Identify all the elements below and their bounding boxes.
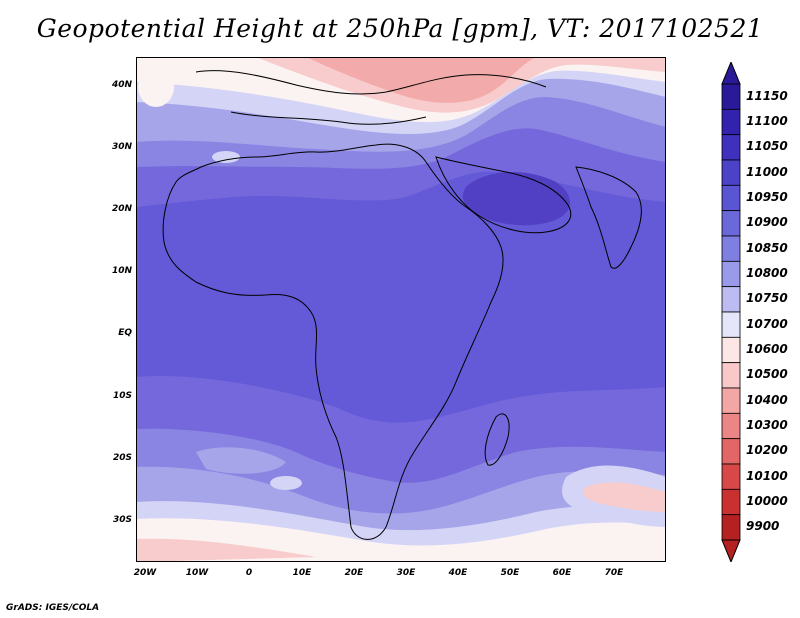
colorbar-swatch xyxy=(721,336,741,364)
lon-label-20w: 20W xyxy=(133,568,157,578)
colorbar-swatch xyxy=(721,286,741,313)
colorbar-level-label: 10600 xyxy=(746,342,788,356)
lon-label-10w: 10W xyxy=(185,568,209,578)
colorbar-swatch xyxy=(721,83,741,110)
lat-label-20n: 20N xyxy=(111,204,132,214)
lat-label-30n: 30N xyxy=(111,142,132,152)
coast-europe xyxy=(195,70,547,95)
map-border xyxy=(136,57,666,562)
lat-label-20s: 20S xyxy=(112,453,132,463)
colorbar-level-label: 11150 xyxy=(746,88,788,103)
field-north-10500 xyxy=(306,57,536,103)
lon-label-30e: 30E xyxy=(396,568,416,578)
colorbar-swatch xyxy=(721,362,741,389)
field-west-pink xyxy=(138,67,174,107)
lat-label-40n: 40N xyxy=(111,80,132,90)
colorbar-swatch xyxy=(721,108,741,136)
colorbar-level-label: 10900 xyxy=(746,215,788,230)
lon-label-50e: 50E xyxy=(500,568,520,578)
colorbar-swatch xyxy=(721,159,741,186)
colorbar-swatch xyxy=(721,235,741,262)
colorbar-bottom-arrow xyxy=(721,539,741,562)
coastlines xyxy=(162,70,642,540)
coast-med xyxy=(230,111,427,125)
lat-label-10n: 10N xyxy=(111,266,132,276)
colorbar-level-label: 10100 xyxy=(746,468,788,483)
lon-label-20e: 20E xyxy=(344,568,364,578)
lon-label-40e: 40E xyxy=(448,568,468,578)
colorbar-top-arrow xyxy=(721,62,741,85)
field-south-10600 xyxy=(136,538,316,562)
colorbar-level-label: 10500 xyxy=(746,367,788,382)
lat-label-10s: 10S xyxy=(112,391,132,401)
colorbar-swatch xyxy=(721,311,741,338)
field-patch-sw xyxy=(196,447,286,474)
colorbar-level-label: 10300 xyxy=(746,418,788,432)
colorbar-swatch xyxy=(721,514,741,541)
field-patch-small xyxy=(270,476,302,490)
lat-label-eq: EQ xyxy=(118,328,132,338)
colorbar-swatch xyxy=(721,488,741,516)
lon-label-0: 0 xyxy=(245,568,253,578)
colorbar-level-label: 11100 xyxy=(746,114,788,128)
colorbar-level-label: 9900 xyxy=(746,519,780,534)
colorbar-swatch xyxy=(721,260,741,288)
colorbar-level-label: 10400 xyxy=(746,392,788,407)
colorbar-level-label: 11050 xyxy=(746,139,788,154)
colorbar-swatch xyxy=(721,387,741,414)
field-se-swirl-pink xyxy=(583,482,666,512)
colorbar-level-label: 11000 xyxy=(746,164,788,179)
colorbar-swatch xyxy=(721,412,741,440)
colorbar-level-label: 10850 xyxy=(746,240,788,255)
colorbar-level-label: 10950 xyxy=(746,190,788,204)
colorbar-level-label: 10800 xyxy=(746,266,788,280)
colorbar-swatch xyxy=(721,463,741,490)
coast-arabia xyxy=(435,156,572,234)
colorbar-level-label: 10750 xyxy=(746,291,788,306)
colorbar xyxy=(721,62,741,562)
grads-credit: GrADS: IGES/COLA xyxy=(6,603,100,613)
field-arabia-11000 xyxy=(462,171,571,226)
colorbar-level-label: 10200 xyxy=(746,443,788,458)
lon-label-70e: 70E xyxy=(604,568,624,578)
chart-title: Geopotential Height at 250hPa [gpm], VT:… xyxy=(36,14,764,43)
coast-africa xyxy=(162,143,504,540)
colorbar-swatch xyxy=(721,184,741,212)
lat-label-30s: 30S xyxy=(112,515,132,525)
coast-madagascar xyxy=(484,413,510,466)
lon-label-60e: 60E xyxy=(552,568,572,578)
colorbar-level-label: 10000 xyxy=(746,494,788,508)
coast-india xyxy=(575,166,642,269)
lon-label-10e: 10E xyxy=(292,568,312,578)
geopotential-map xyxy=(136,57,666,562)
colorbar-level-label: 10700 xyxy=(746,316,788,331)
map-panel xyxy=(136,57,666,562)
colorbar-swatch xyxy=(721,438,741,465)
colorbar-swatch xyxy=(721,134,741,161)
colorbar-swatch xyxy=(721,210,741,237)
field-nw-patch xyxy=(212,151,240,163)
